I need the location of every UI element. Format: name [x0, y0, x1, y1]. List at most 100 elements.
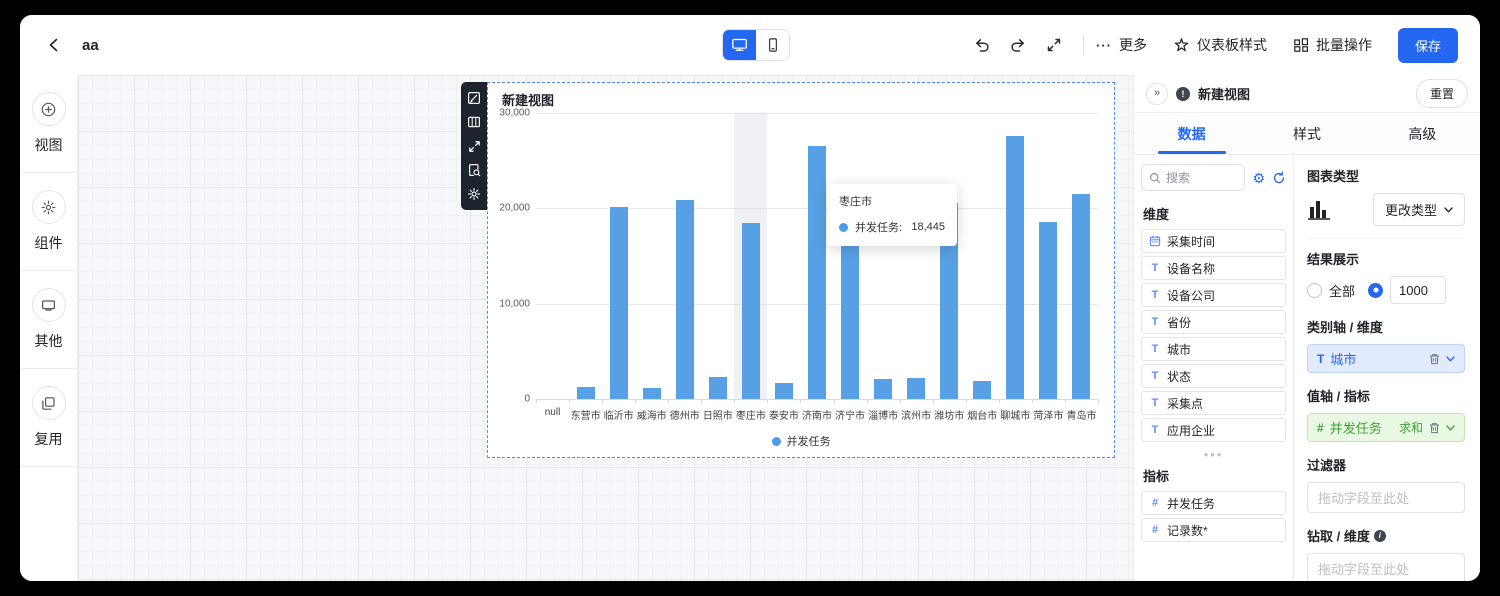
bar-东营市[interactable]	[576, 386, 595, 399]
field-name: 设备公司	[1167, 288, 1216, 303]
bar-日照市[interactable]	[708, 377, 727, 399]
bar-青岛市[interactable]	[1072, 194, 1091, 399]
redo-button[interactable]	[1003, 30, 1033, 60]
field-item-记录数*[interactable]: # 记录数*	[1141, 518, 1286, 542]
change-type-button[interactable]: 更改类型	[1372, 193, 1465, 226]
reset-button[interactable]: 重置	[1415, 79, 1468, 108]
remove-field-icon[interactable]	[1429, 422, 1440, 434]
chart-legend[interactable]: 并发任务	[488, 433, 1114, 449]
bar-济宁市[interactable]	[841, 203, 860, 399]
chart-type-label: 图表类型	[1307, 169, 1360, 184]
sidebar-item-label: 组件	[34, 235, 63, 251]
sidebar-item-视图[interactable]: 视图	[20, 75, 77, 173]
field-item-采集时间[interactable]: 采集时间	[1141, 229, 1286, 253]
tab-高级[interactable]: 高级	[1408, 125, 1437, 142]
field-item-省份[interactable]: T 省份	[1141, 310, 1286, 334]
field-item-状态[interactable]: T 状态	[1141, 364, 1286, 388]
chevron-down-icon	[1444, 206, 1453, 213]
bar-淄博市[interactable]	[874, 379, 893, 399]
tooltip-value: 18,445	[911, 221, 945, 233]
dashboard-style-button[interactable]: 仪表板样式	[1173, 35, 1267, 55]
filter-drop-zone[interactable]: 拖动字段至此处	[1307, 482, 1465, 513]
search-input[interactable]	[1166, 170, 1238, 185]
settings-gear-icon[interactable]	[464, 184, 484, 204]
bar-济南市[interactable]	[808, 146, 826, 399]
field-item-采集点[interactable]: T 采集点	[1141, 391, 1286, 415]
chart-x-labels: null 东营市 临沂市 威海市 德州市 日照市 枣庄市 泰安市 济南市 济宁市 淄博市 滨州市 潍坊市…	[536, 407, 1098, 422]
more-menu-button[interactable]: ··· 更多	[1095, 37, 1147, 53]
category-field-pill[interactable]: T 城市	[1307, 344, 1465, 373]
bar-滨州市[interactable]	[907, 377, 926, 399]
x-axis-label: null	[544, 407, 561, 418]
dashboard-title: aa	[82, 36, 99, 54]
sidebar-item-组件[interactable]: 组件	[20, 173, 77, 271]
bar-菏泽市[interactable]	[1039, 221, 1058, 399]
x-axis-label: 潍坊市	[934, 411, 965, 422]
undo-button[interactable]	[967, 30, 997, 60]
sidebar-item-其他[interactable]: 其他	[20, 271, 77, 369]
filter-label: 过滤器	[1307, 458, 1347, 473]
bar-临沂市[interactable]	[609, 207, 628, 399]
value-field-pill[interactable]: # 并发任务 求和	[1307, 413, 1465, 442]
info-icon: !	[1176, 86, 1190, 101]
y-axis-tick: 30,000	[499, 107, 530, 119]
batch-operations-button[interactable]: 批量操作	[1293, 35, 1372, 55]
field-item-设备公司[interactable]: T 设备公司	[1141, 283, 1286, 307]
save-button[interactable]: 保存	[1397, 27, 1458, 63]
refresh-icon[interactable]	[1272, 171, 1286, 185]
collapse-panel-button[interactable]: »	[1146, 82, 1168, 105]
bar-威海市[interactable]	[642, 388, 661, 399]
chevron-down-icon[interactable]	[1446, 424, 1455, 431]
x-axis-tick-mark	[668, 399, 670, 403]
aggregation-label[interactable]: 求和	[1398, 421, 1423, 435]
gridline	[536, 399, 1098, 400]
inspect-data-icon[interactable]	[464, 160, 484, 180]
divider	[1307, 238, 1465, 239]
text-field-icon: T	[1151, 343, 1159, 355]
field-name: 并发任务	[1167, 496, 1216, 511]
chevron-down-icon[interactable]	[1446, 355, 1455, 362]
x-axis-label: 青岛市	[1066, 411, 1097, 422]
field-name: 城市	[1167, 342, 1192, 357]
drill-drop-zone[interactable]: 拖动字段至此处	[1307, 553, 1465, 581]
limit-input[interactable]	[1390, 276, 1447, 304]
bar-烟台市[interactable]	[973, 380, 992, 399]
radio-limit[interactable]	[1368, 282, 1384, 298]
section-drag-handle[interactable]: •••	[1203, 446, 1224, 462]
field-settings-gear-icon[interactable]: ⚙	[1252, 169, 1265, 186]
bar-德州市[interactable]	[675, 199, 694, 399]
field-search[interactable]	[1141, 164, 1246, 191]
field-item-设备名称[interactable]: T 设备名称	[1141, 256, 1286, 280]
mobile-view-button[interactable]	[756, 30, 789, 60]
field-item-应用企业[interactable]: T 应用企业	[1141, 418, 1286, 442]
x-axis-tick-mark	[866, 399, 868, 403]
config-column: 图表类型 更改类型 结果展示	[1294, 155, 1480, 581]
bar-枣庄市[interactable]	[741, 223, 760, 399]
result-display-label: 结果展示	[1307, 252, 1360, 267]
dashboard-canvas[interactable]: 新建视图 30,000 20,000 10,000 0 null 东营市 临沂市 威海市 德州…	[78, 75, 1133, 581]
edit-icon[interactable]	[464, 88, 484, 108]
bar-泰安市[interactable]	[774, 383, 793, 399]
field-item-并发任务[interactable]: # 并发任务	[1141, 491, 1286, 515]
x-axis-tick-mark	[800, 399, 802, 403]
tab-样式[interactable]: 样式	[1292, 125, 1321, 142]
monitor-icon	[731, 37, 748, 53]
bar-潍坊市[interactable]	[940, 203, 959, 399]
chart-widget[interactable]: 新建视图 30,000 20,000 10,000 0 null 东营市 临沂市 威海市 德州…	[487, 82, 1115, 458]
left-sidebar: 视图 组件 其他 复用	[20, 75, 78, 581]
expand-icon[interactable]	[464, 136, 484, 156]
bar-聊城市[interactable]	[1006, 135, 1025, 399]
radio-all[interactable]	[1307, 282, 1322, 298]
legend-marker-icon	[771, 436, 781, 446]
text-field-icon: T	[1151, 397, 1159, 409]
sidebar-item-复用[interactable]: 复用	[20, 369, 77, 467]
remove-field-icon[interactable]	[1429, 353, 1440, 365]
table-icon[interactable]	[464, 112, 484, 132]
field-name: 记录数*	[1167, 523, 1208, 538]
fullscreen-button[interactable]	[1039, 30, 1069, 60]
tab-数据[interactable]: 数据	[1134, 113, 1249, 154]
widget-toolbar	[461, 82, 487, 210]
desktop-view-button[interactable]	[723, 30, 756, 60]
back-button[interactable]	[42, 33, 66, 57]
field-item-城市[interactable]: T 城市	[1141, 337, 1286, 361]
